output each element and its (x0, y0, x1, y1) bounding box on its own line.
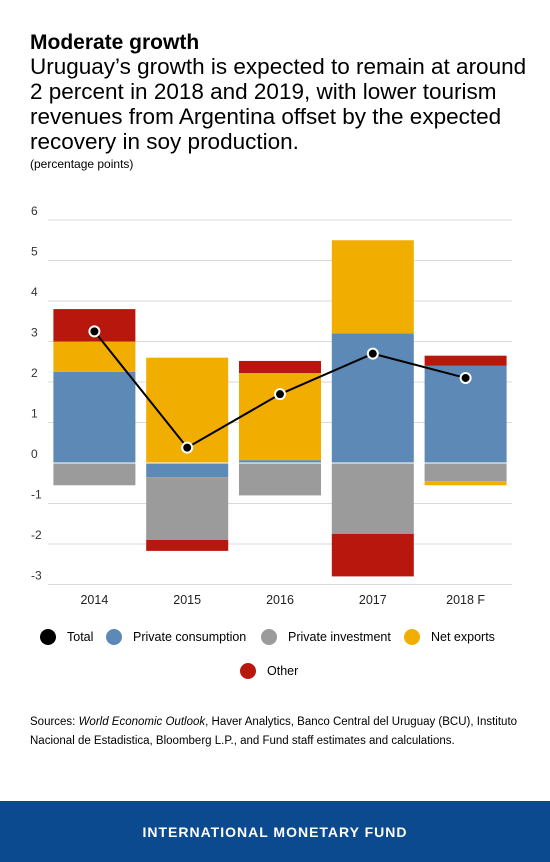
bar-segment-private-investment (146, 477, 229, 540)
x-tick-label: 2015 (173, 593, 201, 607)
bar-segment-other (331, 533, 414, 577)
sources-prefix: Sources: (30, 716, 79, 728)
legend-swatch-net-exports (404, 629, 420, 645)
bar-segment-private-consumption (239, 460, 321, 463)
total-point (366, 347, 379, 360)
legend-item-private-investment: Private investment (261, 629, 391, 645)
chart-title: Moderate growth (30, 31, 200, 54)
legend-swatch-private-consumption (106, 629, 122, 645)
legend-swatch-private-investment (261, 629, 277, 645)
legend-item-net-exports: Net exports (404, 629, 495, 645)
legend-label-private-consumption: Private consumption (133, 630, 247, 644)
y-tick-label: 5 (31, 245, 38, 259)
total-point (88, 325, 101, 338)
total-point (181, 441, 194, 454)
stacked-bar-chart: 6 5 4 3 2 1 0 -1 -2 -3 2014 2015 2016 2017 2018 F (31, 204, 512, 607)
bar-segment-net-exports (239, 373, 321, 461)
bar-segment-other (424, 355, 507, 366)
y-tick-label: 1 (31, 407, 38, 421)
bar-segment-private-investment (424, 463, 507, 482)
y-tick-label: 6 (31, 204, 38, 218)
bar-segment-net-exports (331, 240, 414, 334)
bar-segment-private-investment (53, 463, 136, 486)
bar-segment-other (239, 360, 321, 374)
bar-segment-private-consumption (146, 463, 229, 478)
y-tick-label: 2 (31, 366, 38, 380)
legend-label-private-investment: Private investment (288, 630, 391, 644)
y-tick-label: -1 (31, 488, 42, 502)
y-tick-label: 3 (31, 326, 38, 340)
units-label: (percentage points) (30, 157, 134, 171)
legend-item-private-consumption: Private consumption (106, 629, 246, 645)
y-tick-label: 0 (31, 447, 38, 461)
x-tick-label: 2014 (80, 593, 108, 607)
legend-swatch-other (240, 663, 256, 679)
legend-label-total: Total (67, 630, 94, 644)
footer-banner: INTERNATIONAL MONETARY FUND (0, 801, 550, 862)
sources-italic: World Economic Outlook (78, 716, 206, 728)
legend-item-total: Total (40, 629, 93, 645)
bar-segment-private-investment (331, 463, 414, 534)
legend-label-other: Other (267, 664, 299, 678)
chart-subtitle: Uruguay’s growth is expected to remain a… (30, 54, 527, 154)
y-tick-label: -2 (31, 528, 42, 542)
bar-segment-other (146, 539, 229, 551)
legend-swatch-total (40, 629, 56, 645)
bar-segment-private-consumption (53, 371, 136, 463)
footer-text: INTERNATIONAL MONETARY FUND (142, 823, 408, 840)
x-tick-label: 2017 (359, 593, 387, 607)
y-tick-label: -3 (31, 569, 42, 583)
legend-item-other: Other (240, 663, 298, 679)
sources-note: Sources: World Economic Outlook, Haver A… (30, 713, 520, 751)
y-tick-label: 4 (31, 285, 38, 299)
legend-label-net-exports: Net exports (431, 630, 495, 644)
sources-rest: , Haver Analytics, Banco Central del Uru… (30, 716, 518, 747)
x-tick-label: 2016 (266, 593, 294, 607)
bar-segment-net-exports (424, 481, 507, 486)
total-point (274, 388, 286, 401)
bar-segment-private-investment (239, 463, 321, 496)
x-tick-label: 2018 F (446, 593, 485, 607)
total-point (459, 371, 472, 384)
